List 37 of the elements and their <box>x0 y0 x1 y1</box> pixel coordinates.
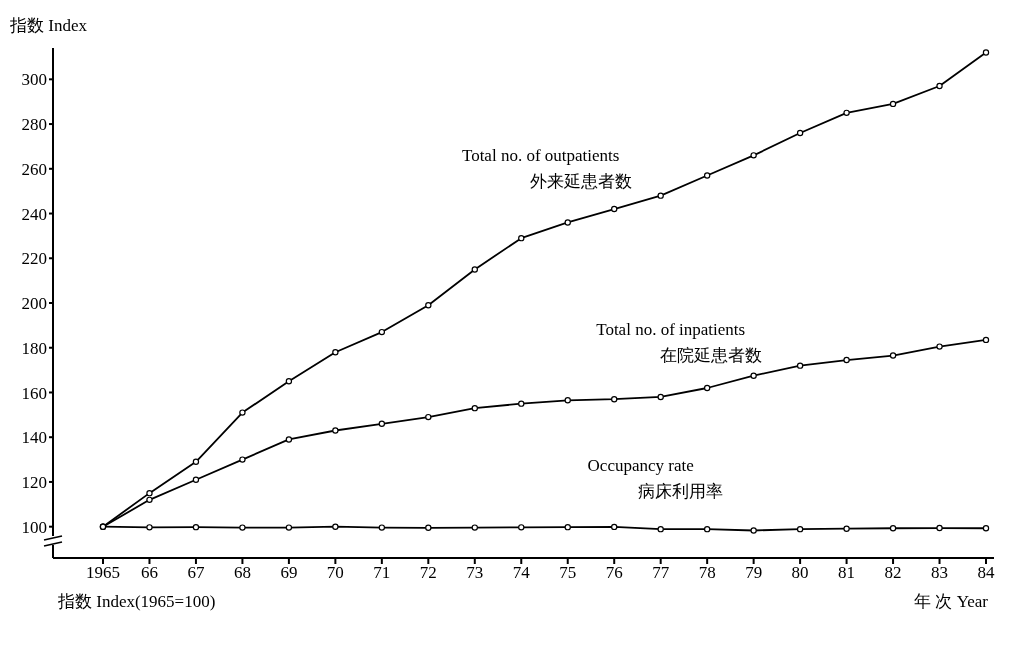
series-label: Total no. of outpatients 外来延患者数 <box>461 145 632 191</box>
x-tick-label: 70 <box>326 563 344 583</box>
x-tick-label: 79 <box>745 563 763 583</box>
y-tick-label: 180 <box>21 338 47 358</box>
y-axis-title: 指数 Index <box>10 15 87 37</box>
x-tick-label: 75 <box>559 563 577 583</box>
y-tick-label: 200 <box>21 294 47 314</box>
x-tick-label: 80 <box>791 563 809 583</box>
x-tick-label: 81 <box>838 563 856 583</box>
series-label: Occupancy rate 病床利用率 <box>587 456 724 502</box>
x-tick-label: 77 <box>652 563 670 583</box>
x-tick-label: 66 <box>140 563 158 583</box>
y-tick-label: 100 <box>21 517 47 537</box>
x-tick-label: 67 <box>187 563 205 583</box>
x-tick-label: 72 <box>419 563 437 583</box>
x-tick-label: 73 <box>466 563 484 583</box>
x-tick-label: 83 <box>931 563 949 583</box>
y-tick-label: 260 <box>21 159 47 179</box>
x-tick-label: 78 <box>698 563 716 583</box>
x-tick-label: 74 <box>512 563 531 583</box>
y-tick-label: 220 <box>21 249 47 269</box>
x-tick-label: 69 <box>280 563 298 583</box>
y-tick-label: 300 <box>21 70 47 90</box>
x-tick-label: 82 <box>884 563 902 583</box>
y-tick-label: 160 <box>21 383 47 403</box>
series-label: Total no. of inpatients 在院延患者数 <box>596 319 762 365</box>
y-tick-label: 120 <box>21 472 47 492</box>
x-tick-label: 84 <box>977 563 995 583</box>
x-tick-label: 68 <box>233 563 251 583</box>
x-axis-title: 年 次 Year <box>914 591 988 613</box>
y-tick-label: 280 <box>21 115 47 135</box>
text: 指数 Index(1965=100) <box>58 591 216 613</box>
x-tick-label: 71 <box>373 563 391 583</box>
x-tick-label: 1965 <box>86 563 120 583</box>
y-tick-label: 240 <box>21 204 47 224</box>
y-tick-label: 140 <box>21 428 47 448</box>
x-tick-label: 76 <box>605 563 623 583</box>
